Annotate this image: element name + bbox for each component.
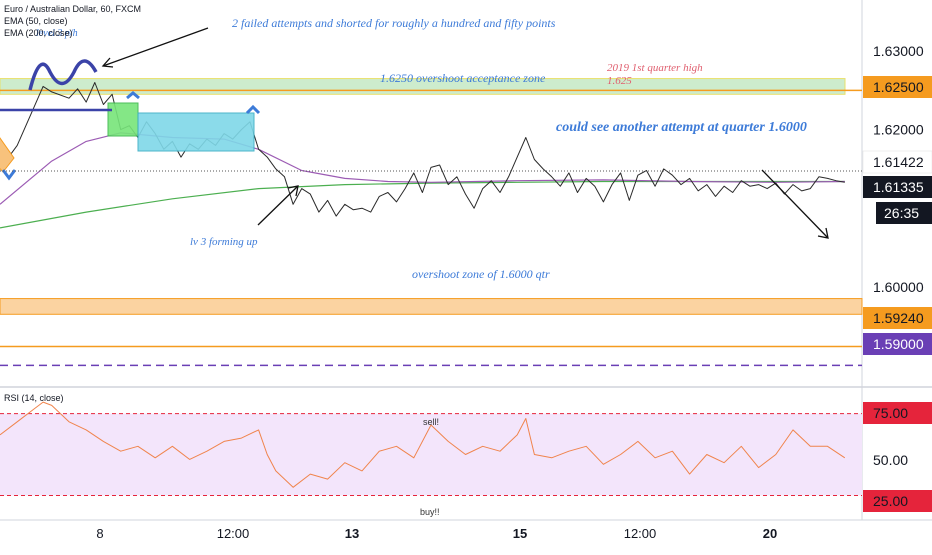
svg-text:1.59240: 1.59240 [873,310,924,326]
svg-text:25.00: 25.00 [873,493,908,509]
zone-2[interactable] [0,298,863,315]
time-tick-2: 12:00 [217,526,250,541]
arrow-down-right[interactable] [761,169,829,239]
svg-text:75.00: 75.00 [873,405,908,421]
arrow-lv3[interactable] [257,185,299,226]
badge-159240[interactable]: 1.59240 [863,307,932,329]
time-tick-5: 12:00 [624,526,657,541]
left-blue-chevron[interactable] [1,169,17,181]
badge-rsi-25[interactable]: 25.00 [863,490,932,512]
arrow-top[interactable] [101,27,209,68]
q1-high-line1: 2019 1st quarter high [607,62,703,74]
top-note: 2 failed attempts and shorted for roughl… [232,16,556,30]
badge-161422[interactable]: 1.61422 [862,150,932,174]
time-tick-4: 15 [513,526,527,541]
chevron-1[interactable] [126,91,140,100]
price-tick-3: 1.60000 [873,279,924,295]
zone-lower-label: overshoot zone of 1.6000 qtr [412,267,550,281]
time-tick-3: 13 [345,526,359,541]
svg-text:26:35: 26:35 [884,205,919,221]
green-consolidation-box[interactable] [107,102,139,137]
attempt-note: could see another attempt at quarter 1.6… [556,120,807,135]
svg-text:1.61335: 1.61335 [873,179,924,195]
legend-rsi: RSI (14, close) [4,393,64,403]
svg-text:1.61422: 1.61422 [873,154,924,170]
badge-rsi-75[interactable]: 75.00 [863,402,932,424]
legend-ema200: EMA (200, close) [4,28,73,38]
badge-162500[interactable]: 1.62500 [863,76,932,98]
badge-159000[interactable]: 1.59000 [863,333,932,355]
svg-text:1.59000: 1.59000 [873,336,924,352]
legend-ema50: EMA (50, close) [4,16,68,26]
double-top-marker[interactable] [28,59,98,91]
badge-161335[interactable]: 1.61335 [863,176,932,198]
time-tick-6: 20 [763,526,777,541]
lv3-note: lv 3 forming up [190,236,258,248]
time-tick-1: 8 [96,526,103,541]
q1-high-line2: 1.625 [607,75,632,87]
legend-symbol: Euro / Australian Dollar, 60, FXCM [4,4,141,14]
svg-text:1.62500: 1.62500 [873,79,924,95]
chevron-2[interactable] [245,104,261,115]
price-tick-2: 1.62000 [873,122,924,138]
rsi-line[interactable] [0,401,846,488]
level3-note: level 3 p/h [36,28,78,39]
rsi-tick-50: 50.00 [873,452,908,468]
ema50-line[interactable] [0,132,845,205]
zone-upper-label: 1.6250 overshoot acceptance zone [380,71,546,85]
rsi-band [0,413,862,496]
sell-label: sell! [423,417,439,427]
buy-label: buy!! [420,507,440,517]
cyan-consolidation-box[interactable] [137,112,255,152]
price-tick-1: 1.63000 [873,43,924,59]
badge-countdown[interactable]: 26:35 [876,202,932,224]
